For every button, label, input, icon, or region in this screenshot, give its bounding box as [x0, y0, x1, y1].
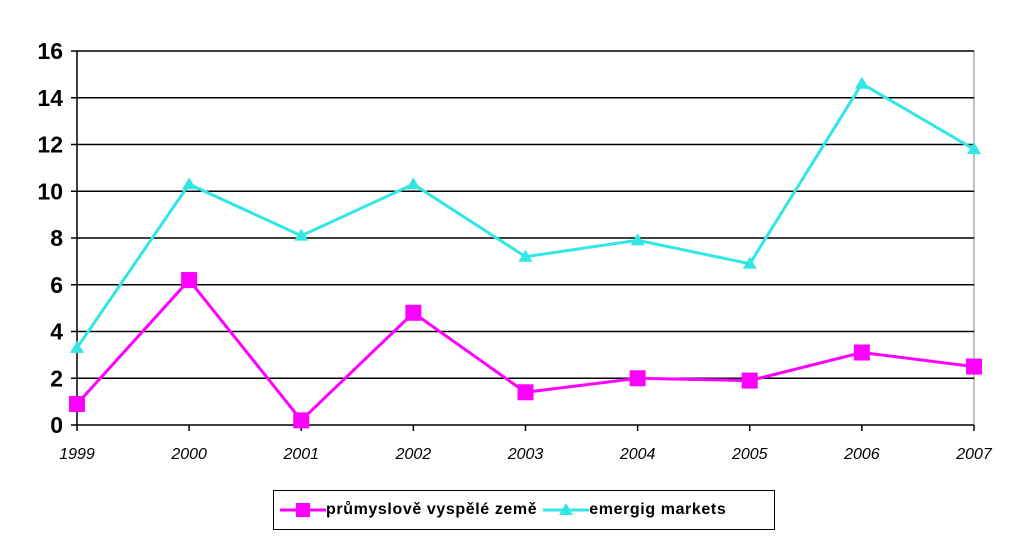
data-point-triangle [518, 249, 533, 262]
legend-item-series-1: průmyslově vyspělé země [280, 500, 537, 520]
y-tick-label: 12 [37, 132, 63, 158]
data-point-triangle [70, 340, 84, 353]
y-tick-label: 8 [50, 225, 63, 251]
x-tick-label: 2003 [507, 446, 544, 463]
y-tick-label: 0 [50, 412, 63, 438]
y-tick-label: 14 [37, 85, 63, 111]
x-tick-label: 2007 [955, 446, 993, 463]
y-tick-label: 4 [50, 319, 63, 345]
y-tick-label: 6 [50, 272, 63, 298]
data-point-square [293, 412, 310, 429]
data-point-triangle [742, 256, 757, 269]
data-point-square [966, 358, 982, 375]
data-point-square [181, 272, 198, 289]
x-tick-label: 1999 [59, 446, 95, 463]
data-point-triangle [406, 177, 421, 190]
legend-item-series-2: emergig markets [543, 500, 726, 520]
data-point-triangle [182, 177, 197, 190]
x-tick-label: 2006 [843, 446, 880, 463]
data-point-triangle [630, 233, 645, 246]
x-tick-label: 2004 [619, 446, 656, 463]
x-tick-label: 2005 [731, 446, 768, 463]
data-point-triangle [967, 142, 981, 155]
legend-label-series-1: průmyslově vyspělé země [326, 501, 538, 518]
legend-label-series-2: emergig markets [589, 501, 727, 518]
y-tick-label: 10 [37, 178, 63, 204]
x-tick-label: 2000 [170, 446, 207, 463]
data-point-triangle [854, 76, 869, 89]
data-point-square [517, 384, 534, 401]
data-point-square [69, 395, 85, 412]
x-tick-label: 2002 [395, 446, 432, 463]
data-point-triangle [294, 228, 309, 241]
y-tick-label: 16 [37, 38, 63, 64]
data-point-square [629, 370, 646, 387]
y-tick-label: 2 [50, 365, 63, 391]
data-point-square [405, 304, 422, 321]
chart-legend: průmyslově vyspělé země emergig markets [273, 490, 775, 530]
line-chart: 0 2 4 6 8 10 12 14 16 1999 2000 2001 2002 2003 2004 200… [37, 38, 993, 463]
legend-marker-triangle [543, 503, 590, 515]
x-tick-label: 2001 [282, 446, 319, 463]
legend-marker-square [280, 503, 326, 517]
data-point-square [741, 372, 758, 389]
data-point-square [853, 344, 870, 361]
